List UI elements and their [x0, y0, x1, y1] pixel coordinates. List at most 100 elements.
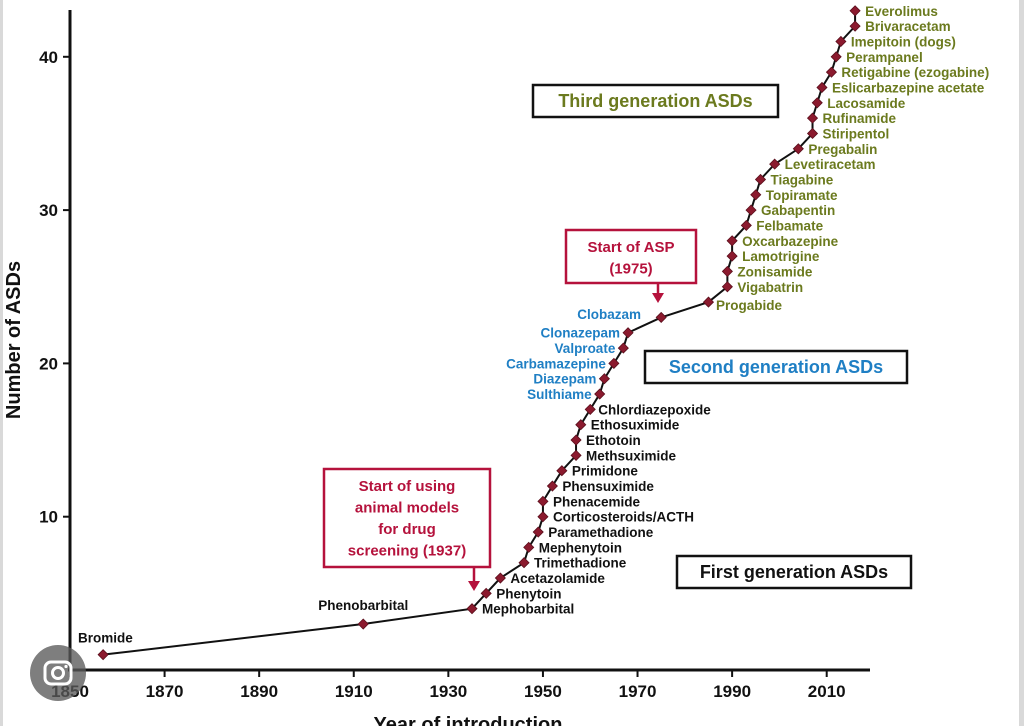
drug-label: Mephobarbital — [482, 602, 574, 617]
drug-label: Acetazolamide — [510, 571, 605, 586]
drug-label: Clobazam — [577, 307, 641, 322]
data-point-trimethadione — [518, 557, 530, 569]
annotation-line: (1975) — [609, 261, 652, 278]
data-point-stiripentol — [806, 127, 819, 140]
data-point-pregabalin — [792, 143, 804, 155]
data-point-gabapentin — [745, 204, 757, 216]
drug-label: Corticosteroids/ACTH — [553, 510, 694, 525]
data-point-imepitoin-dogs- — [835, 35, 847, 48]
y-tick-label: 40 — [39, 48, 58, 67]
data-point-oxcarbazepine — [726, 235, 738, 247]
annotation-arrow-head — [652, 293, 664, 303]
generation-box-label: Third generation ASDs — [558, 91, 752, 111]
annotation-boxes: Start of using animal models for drug scree… — [322, 228, 698, 591]
drug-label: Primidone — [572, 464, 639, 479]
drug-label: Valproate — [555, 341, 616, 356]
drug-label: Retigabine (ezogabine) — [841, 65, 989, 80]
x-tick-label: 1990 — [713, 682, 751, 701]
x-tick-label: 1910 — [335, 682, 373, 701]
drug-label: Progabide — [716, 298, 783, 313]
data-point-carbamazepine — [608, 357, 620, 369]
drug-label: Phenacemide — [553, 494, 641, 509]
x-tick-label: 1930 — [429, 682, 467, 701]
y-tick-label: 10 — [39, 508, 58, 527]
annotation-line: Start of ASP — [588, 239, 675, 256]
drug-label: Felbamate — [756, 218, 823, 233]
data-point-retigabine-ezogabine- — [825, 66, 838, 78]
drug-label: Phensuximide — [562, 479, 654, 494]
data-point-rufinamide — [806, 112, 819, 124]
data-point-mephobarbital — [466, 603, 478, 615]
generation-box — [531, 83, 780, 119]
data-point-levetiracetam — [769, 158, 781, 170]
data-point-tiagabine — [754, 173, 767, 186]
data-point-eslicarbazepine-acetate — [816, 81, 828, 94]
drug-label: Paramethadione — [548, 525, 654, 540]
left-edge-strip — [0, 0, 3, 726]
data-point-felbamate — [740, 219, 752, 231]
data-point-zonisamide — [721, 265, 733, 277]
data-point-phenobarbital — [357, 618, 369, 630]
right-edge-strip — [1019, 0, 1024, 726]
axis-ticks: 1850187018901910193019501970199020101020… — [39, 48, 846, 701]
drug-label: Tiagabine — [770, 172, 833, 187]
lens-icon[interactable] — [30, 645, 86, 701]
y-axis-title: Number of ASDs — [3, 261, 25, 419]
drug-label: Sulthiame — [527, 387, 592, 402]
y-tick-label: 20 — [39, 354, 58, 373]
annotation-line: for drug — [378, 521, 436, 538]
drug-label: Phenytoin — [496, 586, 561, 601]
drug-label: Lamotrigine — [742, 249, 820, 264]
drug-label: Eslicarbazepine acetate — [832, 80, 985, 95]
drug-label: Zonisamide — [737, 264, 813, 279]
drug-label: Brivaracetam — [865, 19, 951, 34]
data-point-progabide — [702, 296, 715, 308]
drug-label: Bromide — [78, 631, 133, 646]
data-point-methsuximide — [570, 449, 582, 461]
data-point-phenytoin — [480, 587, 492, 599]
data-point-acetazolamide — [494, 572, 506, 584]
drug-label: Stiripentol — [823, 126, 890, 141]
drug-label: Topiramate — [766, 188, 838, 203]
drug-label: Imepitoin (dogs) — [851, 34, 956, 49]
annotation-line: animal models — [355, 500, 459, 517]
generation-box — [643, 349, 909, 385]
drug-label: Perampanel — [846, 50, 923, 65]
drug-label: Carbamazepine — [506, 356, 606, 371]
drug-labels: Bromide Phenobarbital MephobarbitalPhenyto… — [78, 4, 989, 646]
drug-label: Pregabalin — [808, 142, 877, 157]
axes — [68, 10, 870, 672]
data-point-everolimus — [849, 5, 861, 17]
generation-box-label: First generation ASDs — [700, 562, 888, 582]
data-point-primidone — [556, 465, 568, 477]
x-tick-label: 1970 — [619, 682, 657, 701]
annotation-arrow-head — [468, 581, 480, 591]
data-point-phenacemide — [537, 495, 549, 507]
annotation-line: screening (1937) — [348, 543, 466, 560]
drug-label: Rufinamide — [823, 111, 897, 126]
drug-label: Vigabatrin — [737, 280, 803, 295]
annotation-line: Start of using — [359, 478, 456, 495]
data-point-paramethadione — [532, 526, 544, 538]
generation-box — [675, 554, 913, 590]
drug-label: Methsuximide — [586, 448, 677, 463]
data-markers — [97, 5, 861, 661]
drug-label: Diazepam — [533, 372, 596, 387]
data-point-bromide — [97, 649, 109, 661]
data-point-brivaracetam — [849, 20, 861, 32]
drug-label: Phenobarbital — [318, 598, 408, 613]
data-point-vigabatrin — [721, 281, 733, 293]
data-point-sulthiame — [594, 388, 606, 400]
drug-label: Mephenytoin — [539, 540, 622, 555]
x-tick-label: 1890 — [240, 682, 278, 701]
generation-boxes: First generation ASDs Second generation A… — [531, 83, 913, 590]
data-point-lacosamide — [811, 97, 823, 109]
x-axis-title: Year of introduction — [374, 714, 563, 726]
drug-label: Clonazepam — [541, 326, 621, 341]
data-point-mephenytoin — [523, 541, 535, 553]
generation-box-label: Second generation ASDs — [669, 357, 883, 377]
annotation-box — [564, 228, 698, 285]
data-point-phensuximide — [546, 480, 558, 492]
